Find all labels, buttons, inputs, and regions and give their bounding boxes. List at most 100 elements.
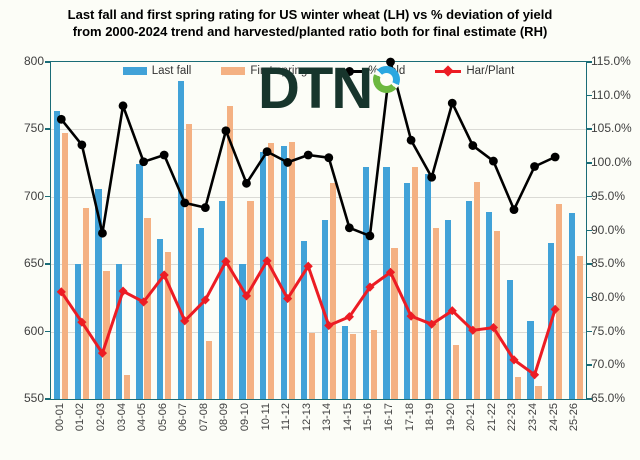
right-axis-tick <box>587 398 592 400</box>
first-spring-bar <box>535 385 542 399</box>
left-axis-tick-label: 550 <box>23 391 44 405</box>
last-fall-bar <box>74 264 81 399</box>
pct-yield-point <box>221 126 231 136</box>
legend-item-first-spring: First spring <box>221 65 307 77</box>
har-plant-point <box>241 291 252 301</box>
legend-item-har-plant: Har/Plant <box>435 64 514 77</box>
pct-yield-point <box>159 150 169 160</box>
right-axis-tick-label: 110.0% <box>591 87 631 102</box>
right-axis-tick <box>587 94 592 97</box>
gridline <box>51 196 586 198</box>
first-spring-bar <box>432 227 439 399</box>
x-axis-label: 18-19 <box>424 403 437 432</box>
right-axis-tick-label: 75.0% <box>591 323 626 338</box>
last-fall-bar <box>486 211 493 399</box>
line-series-layer <box>56 57 560 380</box>
pct-yield-point <box>139 157 148 167</box>
first-spring-bar <box>473 181 480 399</box>
right-axis-tick-label: 70.0% <box>591 357 626 372</box>
last-fall-bar <box>568 212 575 399</box>
har-plant-point <box>159 270 169 280</box>
last-fall-bar <box>301 241 308 399</box>
first-spring-bar <box>62 133 69 399</box>
last-fall-bar <box>342 326 349 399</box>
har-plant-point <box>324 320 334 331</box>
last-fall-bar <box>157 238 164 399</box>
first-spring-bar <box>123 374 131 399</box>
x-axis-label: 01-02 <box>74 403 87 432</box>
dtn-logo-globe-icon <box>373 66 401 93</box>
last-fall-bar <box>465 200 472 399</box>
x-axis-label: 17-18 <box>403 403 416 432</box>
right-axis-tick-label: 85.0% <box>591 256 626 271</box>
last-fall-bar <box>527 320 534 399</box>
first-spring-bar <box>391 248 398 399</box>
right-axis-tick <box>587 263 592 265</box>
left-axis-tick <box>45 398 50 400</box>
right-axis-tick-label: 65.0% <box>591 391 626 405</box>
pct-yield-point <box>56 114 66 124</box>
pct-yield-point <box>344 223 354 233</box>
dtn-logo: DTN <box>258 56 401 121</box>
first-spring-bar <box>350 334 357 399</box>
pct-yield-point <box>530 162 539 171</box>
x-axis-label: 00-01 <box>53 403 66 432</box>
first-spring-bar <box>494 230 501 399</box>
first-spring-bar <box>576 256 583 399</box>
last-fall-bar <box>115 264 123 399</box>
dtn-logo-text: DTN <box>258 56 373 121</box>
x-axis-label: 23-24 <box>527 403 540 432</box>
right-axis-tick-label: 90.0% <box>591 222 626 237</box>
first-spring-bar <box>309 332 316 399</box>
pct-yield-marker-icon <box>345 66 355 76</box>
chart-title-line1: Last fall and first spring rating for US… <box>67 7 553 22</box>
har-plant-line <box>60 259 557 377</box>
har-plant-line-icon <box>435 64 462 77</box>
last-fall-bar <box>362 167 370 399</box>
last-fall-bar <box>403 183 411 399</box>
har-plant-point <box>427 319 437 329</box>
pct-yield-point <box>242 178 251 188</box>
right-axis-tick <box>587 364 592 366</box>
right-axis-tick-label: 100.0% <box>591 155 632 170</box>
gridline <box>51 264 586 266</box>
first-spring-bar <box>411 167 419 399</box>
x-axis-label: 12-13 <box>300 403 313 432</box>
last-fall-bar <box>383 167 390 399</box>
last-fall-bar <box>321 219 328 399</box>
x-axis-label: 04-05 <box>136 403 149 432</box>
x-axis-label: 21-22 <box>485 403 498 432</box>
pct-yield-point <box>98 228 107 238</box>
har-plant-point <box>180 316 190 326</box>
left-axis-tick-label: 600 <box>23 323 44 338</box>
x-axis-label: 05-06 <box>156 403 169 432</box>
x-axis-label: 19-20 <box>444 403 457 432</box>
last-fall-bar <box>506 280 514 399</box>
x-axis-label: 24-25 <box>547 403 560 432</box>
x-axis-label: 11-12 <box>280 403 293 431</box>
left-axis-tick-label: 700 <box>23 188 44 203</box>
legend-label: First spring <box>250 65 308 77</box>
pct-yield-point <box>180 198 190 208</box>
x-axis-label: 07-08 <box>197 403 210 432</box>
x-axis-label: 06-07 <box>177 403 190 432</box>
first-spring-bar <box>144 218 151 399</box>
pct-yield-point <box>406 135 416 145</box>
har-plant-point <box>344 312 354 322</box>
right-axis-tick <box>587 195 592 198</box>
last-fall-bar <box>445 219 452 399</box>
last-fall-bar <box>259 152 267 399</box>
left-axis-tick-label: 650 <box>23 256 44 271</box>
har-plant-point <box>488 322 499 333</box>
left-axis-tick <box>45 263 50 265</box>
last-fall-bar <box>136 164 143 399</box>
left-axis-tick-label: 800 <box>23 54 44 68</box>
first-spring-bar <box>514 377 522 399</box>
pct-yield-point <box>550 152 560 162</box>
first-spring-bar <box>82 207 89 399</box>
left-axis-tick <box>45 195 50 198</box>
har-plant-point <box>550 304 560 314</box>
pct-yield-point <box>283 158 293 167</box>
first-spring-bar <box>288 141 295 399</box>
first-spring-bar <box>103 270 110 399</box>
